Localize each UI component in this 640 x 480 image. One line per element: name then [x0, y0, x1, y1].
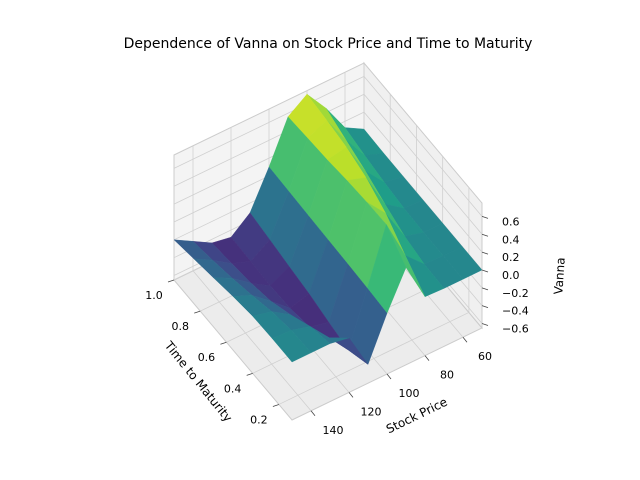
z-tick	[481, 251, 489, 255]
z-tick	[481, 233, 489, 237]
z-tick-label: −0.2	[502, 287, 529, 300]
x-tick	[424, 355, 430, 361]
x-axis-title: Stock Price	[384, 395, 450, 437]
x-tick	[348, 392, 354, 398]
z-tick	[481, 323, 489, 326]
z-tick	[481, 287, 489, 291]
grid-line	[192, 270, 312, 412]
y-tick-label: 0.4	[224, 382, 242, 395]
x-tick	[462, 336, 468, 343]
z-tick	[481, 305, 489, 309]
grid-line	[173, 93, 365, 187]
z-tick-label: −0.6	[502, 323, 529, 336]
z-tick-label: −0.4	[502, 305, 529, 318]
y-tick	[220, 341, 227, 345]
z-tick	[481, 269, 489, 273]
z-tick-label: 0.0	[502, 269, 520, 282]
y-tick-label: 0.8	[171, 320, 189, 333]
z-tick	[481, 216, 489, 219]
z-tick-label: 0.4	[502, 233, 520, 246]
x-tick	[386, 373, 392, 380]
x-tick-label: 80	[440, 369, 454, 382]
z-axis-title: Vanna	[551, 257, 568, 295]
x-tick-label: 60	[478, 350, 492, 363]
z-tick-label: 0.6	[502, 215, 520, 228]
y-tick-label: 0.2	[250, 413, 268, 426]
y-tick-label: 1.0	[145, 289, 163, 302]
x-tick-label: 100	[399, 387, 420, 400]
y-tick	[246, 372, 253, 376]
x-tick	[310, 410, 316, 417]
z-tick-label: 0.2	[502, 251, 520, 264]
grid-line	[278, 312, 470, 405]
surface-cell	[271, 330, 312, 363]
grid-line	[363, 76, 483, 217]
grid-line	[173, 76, 365, 169]
y-tick	[272, 404, 280, 407]
y-tick	[167, 279, 175, 283]
chart-title: Dependence of Vanna on Stock Price and T…	[124, 36, 533, 52]
y-tick	[194, 310, 201, 314]
grid-line	[363, 93, 483, 235]
x-tick-label: 120	[361, 405, 382, 418]
y-tick-label: 0.6	[198, 351, 216, 364]
x-tick-label: 140	[323, 424, 344, 437]
grid-line	[363, 111, 483, 253]
